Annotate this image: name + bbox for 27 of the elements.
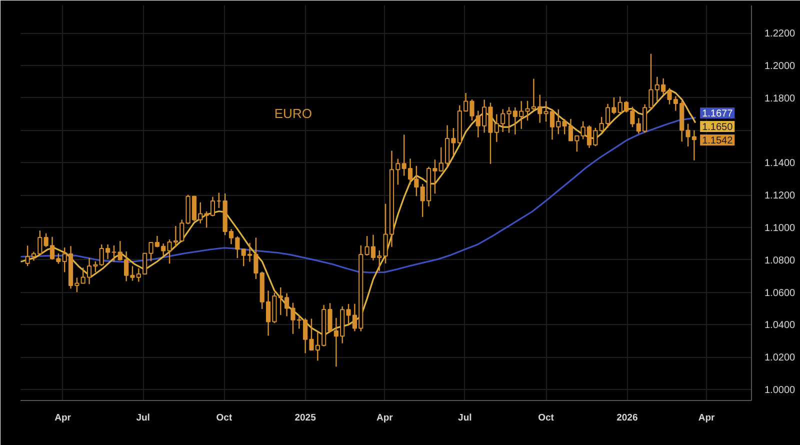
y-tick-label: 1.0600 bbox=[764, 288, 796, 299]
data-label: 1.1677 bbox=[702, 108, 734, 120]
line-series bbox=[20, 88, 696, 336]
x-tick-label: Oct bbox=[216, 412, 233, 424]
y-tick-label: 1.2000 bbox=[764, 60, 796, 72]
text: EURO bbox=[274, 106, 312, 121]
y-tick-label: 1.1200 bbox=[764, 190, 796, 202]
annotation: 1.1542 bbox=[702, 136, 734, 147]
x-tick-label: Jul bbox=[458, 412, 472, 424]
y-tick-label: 1.1000 bbox=[764, 222, 796, 234]
y-tick-label: 1.0400 bbox=[764, 320, 796, 332]
y-tick-label: 1.0800 bbox=[764, 255, 796, 266]
x-tick-label: 2025 bbox=[294, 412, 317, 424]
candlestick bbox=[44, 232, 48, 248]
y-tick-label: 1.2200 bbox=[764, 28, 796, 40]
candlestick bbox=[599, 116, 604, 132]
y-tick-label: 1.0000 bbox=[764, 384, 796, 396]
x-tick-label: Jul bbox=[136, 412, 150, 424]
y-tick-label: 1.1400 bbox=[764, 158, 796, 170]
x-tick-label: Apr bbox=[698, 412, 716, 424]
x-tick-label: Oct bbox=[538, 412, 555, 424]
x-tick-label: Apr bbox=[376, 412, 394, 424]
x-tick-label: 2026 bbox=[616, 412, 638, 424]
y-tick-label: 1.1800 bbox=[764, 93, 796, 104]
x-tick-label: Apr bbox=[54, 412, 72, 424]
y-tick-label: 1.0200 bbox=[764, 352, 796, 364]
data-label: 1.1650 bbox=[702, 122, 734, 134]
